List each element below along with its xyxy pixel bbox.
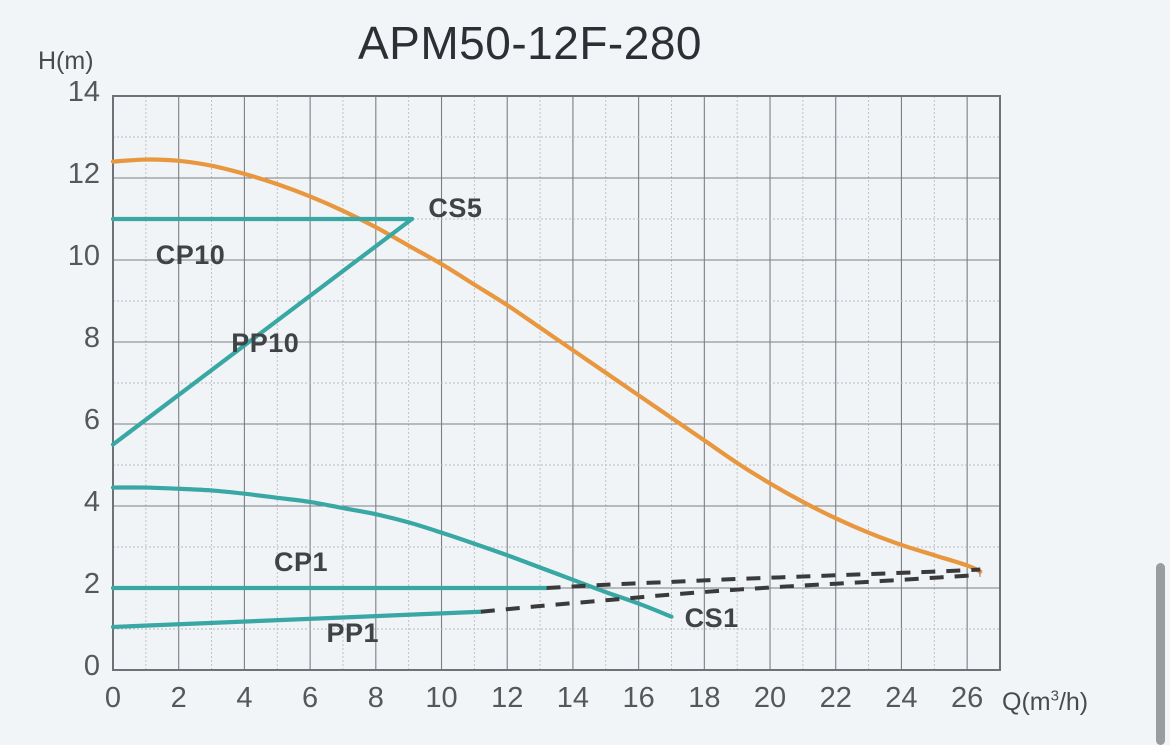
x-axis-label: Q(m3/h) [1002,688,1088,717]
curve-label-cs5: CS5 [428,192,483,223]
x-tick-label: 14 [556,682,590,714]
y-tick-label: 2 [83,568,100,600]
x-tick-label: 20 [753,682,787,714]
curve-label-pp1: PP1 [326,618,380,649]
x-tick-label: 24 [885,682,918,714]
curve-pp10 [110,216,415,447]
x-tick-label: 0 [104,682,122,714]
curve-pp1 [110,609,484,630]
x-tick-label: 8 [367,682,384,714]
y-axis-label: H(m) [38,47,94,75]
x-axis-label-tail: /h) [1058,688,1089,716]
x-axis-label-base: Q(m [1002,688,1051,716]
y-tick-label: 0 [83,650,100,682]
curve-label-cp10: CP10 [155,239,226,270]
y-tick-label: 14 [67,76,100,108]
chart-title: APM50-12F-280 [358,17,702,69]
x-axis-label-exponent: 3 [1050,687,1059,705]
y-tick-label: 4 [83,486,100,518]
vertical-scrollbar-thumb[interactable] [1156,563,1165,745]
y-tick-label: 6 [83,404,100,436]
curve-cs1 [110,485,674,619]
y-axis-ticks: 0 2 4 6 8 10 12 14 [38,0,100,745]
x-tick-label: 18 [688,682,721,714]
curve-label-pp10: PP10 [231,328,300,359]
x-tick-label: 10 [425,682,458,714]
x-tick-label: 2 [170,682,187,714]
x-tick-label: 22 [819,682,852,714]
x-tick-label: 12 [491,682,524,714]
plot-frame [112,95,1001,671]
y-tick-label: 10 [67,240,100,272]
y-tick-label: 12 [67,158,100,190]
vertical-scrollbar-track[interactable] [1152,0,1170,745]
curve-cp1-dashed [546,567,981,590]
curve-label-cs1: CS1 [684,602,739,633]
curve-pp1-dashed [480,572,981,614]
x-tick-label: 16 [622,682,655,714]
x-tick-label: 4 [236,682,253,714]
curve-cs5 [110,157,983,574]
curves [110,157,983,630]
curve-label-cp1: CP1 [273,547,328,578]
x-tick-label: 26 [951,682,984,714]
x-tick-label: 6 [302,682,319,714]
y-tick-label: 8 [83,322,100,354]
